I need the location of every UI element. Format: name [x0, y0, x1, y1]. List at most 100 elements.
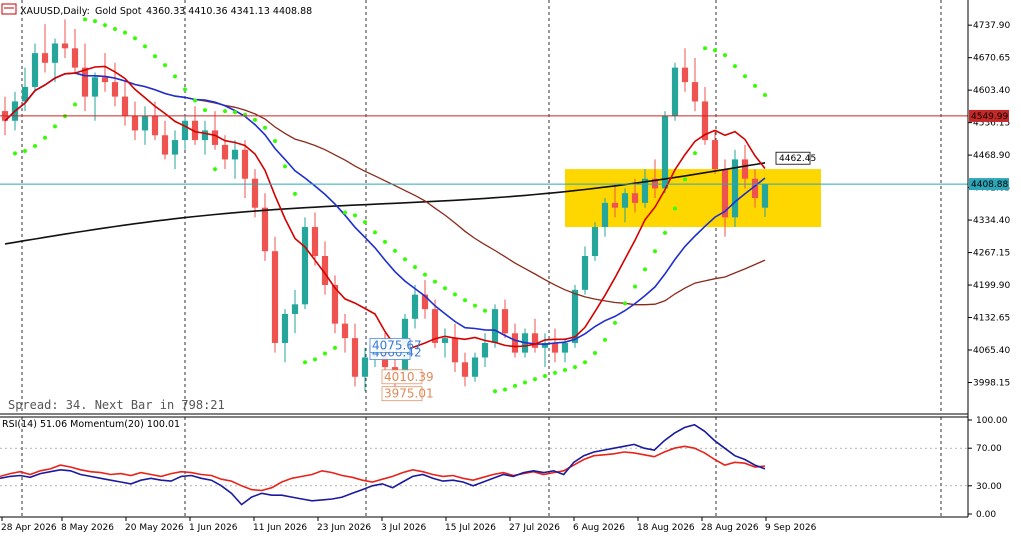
candle-body: [361, 357, 369, 377]
sar-dot: [353, 213, 357, 218]
candle-body: [551, 342, 559, 353]
price-tick-label-1: 4670.65: [973, 54, 1010, 64]
price-tick-label-2: 4603.40: [973, 86, 1010, 96]
sar-dot: [373, 230, 377, 235]
sar-dot: [513, 383, 517, 388]
level-red-tag: [969, 109, 1009, 122]
indicator-tick-label-1: 70.00: [976, 444, 1002, 454]
candle-body: [101, 77, 109, 83]
candle-body: [181, 120, 189, 141]
candle: [611, 183, 619, 218]
sar-dot: [293, 191, 297, 196]
candle: [231, 140, 239, 179]
candle-body: [201, 130, 209, 141]
sar-dot: [733, 64, 737, 69]
candle: [141, 106, 149, 145]
candle: [61, 19, 69, 58]
candle-body: [731, 159, 739, 218]
chart-window-icon[interactable]: [1, 3, 17, 15]
sar-dot: [443, 286, 447, 291]
time-tick-label-2: 20 May 2026: [125, 523, 184, 533]
indicator-series-1: [0, 423, 766, 506]
candle: [501, 299, 509, 339]
ma-value-box: [775, 151, 811, 165]
candle: [311, 212, 319, 266]
candle: [531, 318, 539, 353]
candle: [51, 38, 59, 83]
candle: [101, 53, 109, 92]
candle: [481, 333, 489, 368]
candle-body: [341, 323, 349, 339]
candle-body: [41, 53, 49, 63]
sar-dot: [743, 74, 747, 79]
sar-dot: [13, 151, 17, 156]
level-current-tag-label: 4408.88: [971, 180, 1008, 190]
time-tick-label-0: 28 Apr 2026: [1, 523, 57, 533]
candle-body: [671, 67, 679, 116]
candle: [651, 159, 659, 199]
header-description: Gold Spot: [95, 6, 142, 17]
candle-body: [21, 86, 29, 102]
indicator-tick-label-3: 0.00: [976, 510, 996, 520]
candle-body: [661, 115, 669, 189]
sar-dot: [43, 135, 47, 140]
sar-dot: [343, 210, 347, 215]
candle: [641, 169, 649, 208]
main-grid: [21, 0, 942, 517]
sar-dot: [603, 337, 607, 342]
candle: [581, 246, 589, 295]
candle-body: [571, 289, 579, 343]
sar-dot: [653, 249, 657, 254]
sar-dot: [703, 46, 707, 51]
candle-body: [461, 362, 469, 377]
time-tick-label-6: 3 Jul 2026: [381, 523, 426, 533]
candle-body: [641, 178, 649, 203]
candle: [241, 140, 249, 199]
sar-dot: [633, 284, 637, 289]
sar-dot: [253, 117, 257, 122]
candle: [601, 198, 609, 237]
time-tick-label-8: 27 Jul 2026: [509, 523, 560, 533]
sar-dot: [103, 23, 107, 28]
candle: [691, 57, 699, 112]
time-tick-label-11: 28 Aug 2026: [701, 523, 759, 533]
price-tick-label-0: 4737.90: [973, 21, 1010, 31]
sar-dot: [163, 63, 167, 68]
candle: [251, 169, 259, 218]
sar-dot: [713, 48, 717, 53]
candle: [71, 28, 79, 73]
sar-dot: [563, 367, 567, 372]
sar-dot: [173, 74, 177, 79]
indicator-panel: 100.00 70.00 30.00 0.00: [0, 416, 1008, 520]
candle-body: [751, 178, 759, 199]
candle: [171, 130, 179, 170]
candle: [41, 24, 49, 73]
candle: [331, 275, 339, 334]
price-tick-label-6: 4334.40: [973, 216, 1010, 226]
candle: [731, 149, 739, 228]
candle-body: [471, 357, 479, 377]
sar-dot: [583, 360, 587, 365]
sar-dot: [153, 54, 157, 59]
sar-dot: [263, 125, 267, 130]
spread-text: Spread: 34. Next Bar in 798:21: [8, 398, 225, 412]
candle: [661, 111, 669, 194]
candle: [451, 323, 459, 372]
ma-long-line: [4, 162, 766, 245]
indicator-label: RSI(14) 51.06 Momentum(20) 100.01: [2, 419, 180, 430]
low-label-box-2: [381, 369, 423, 385]
candle-body: [251, 178, 259, 208]
candle: [281, 309, 289, 363]
candle: [361, 347, 369, 392]
candle-body: [651, 178, 659, 189]
sar-dot: [223, 109, 227, 114]
candle: [301, 217, 309, 310]
candle: [471, 352, 479, 382]
sar-dot: [503, 387, 507, 392]
candle-body: [681, 67, 689, 83]
level-current-tag: [969, 178, 1009, 191]
candle: [541, 333, 549, 368]
candle-body: [241, 149, 249, 179]
